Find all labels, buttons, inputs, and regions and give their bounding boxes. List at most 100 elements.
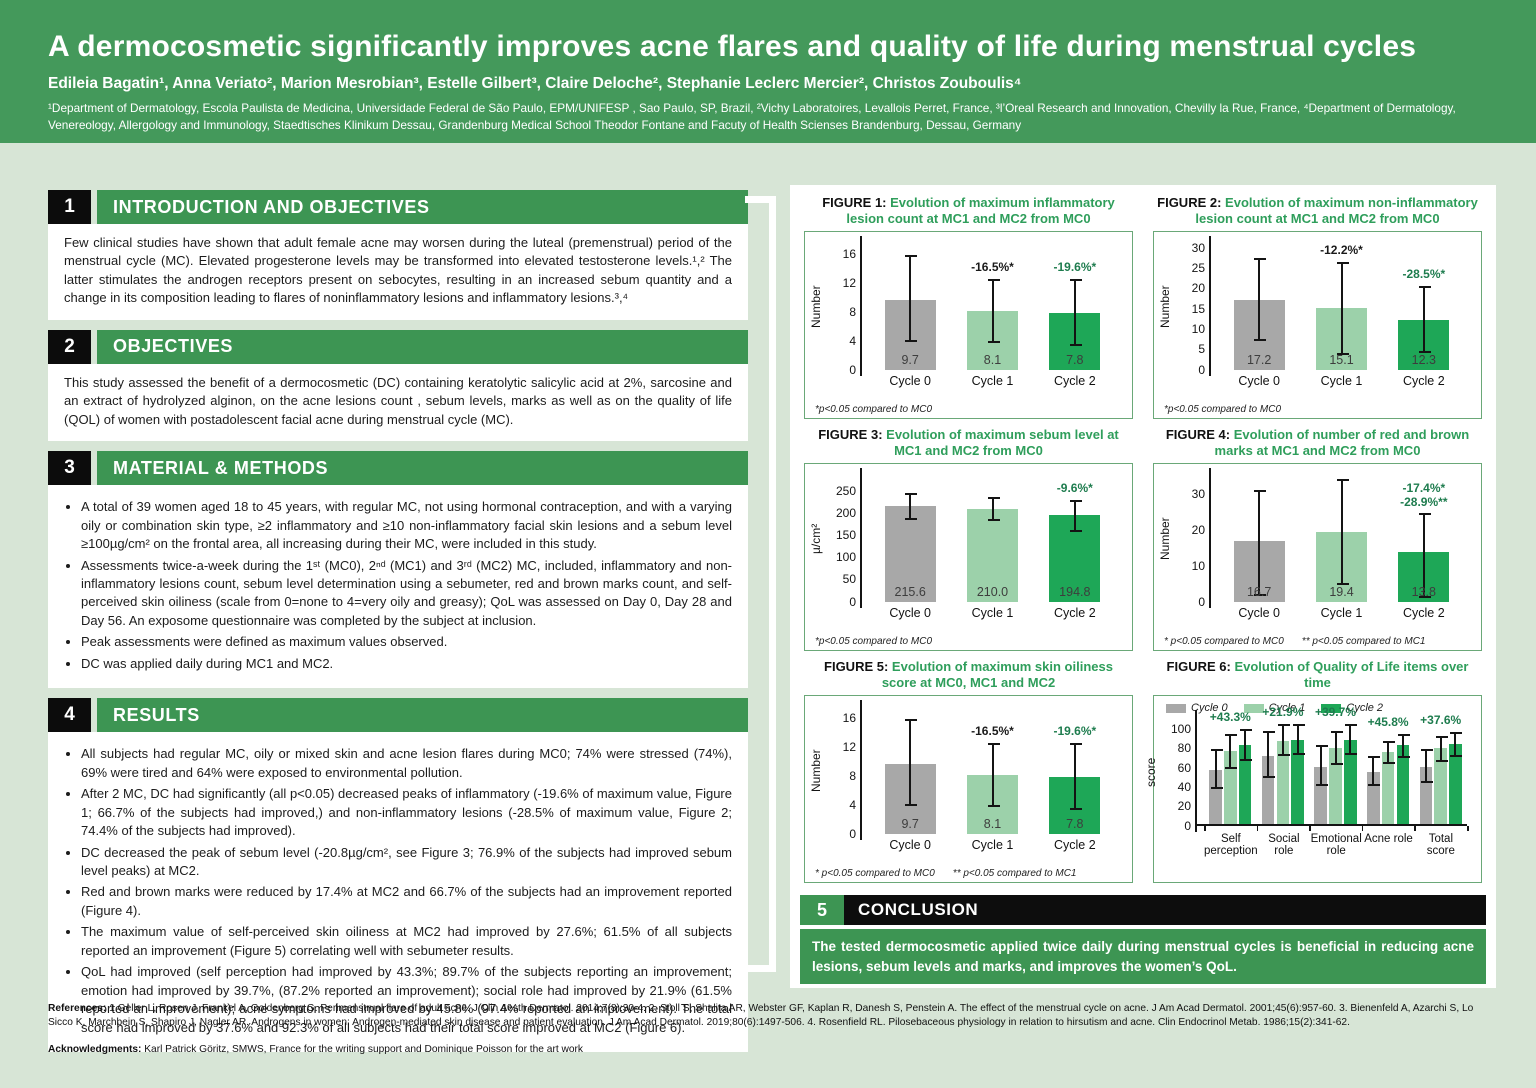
figure-label: FIGURE 1: xyxy=(822,195,887,210)
percent-annotation: +21.9% xyxy=(1262,705,1304,720)
section-objectives: 2 OBJECTIVES This study assessed the ben… xyxy=(48,329,748,442)
y-axis-line xyxy=(1209,235,1211,376)
list-item: DC was applied daily during MC1 and MC2. xyxy=(81,655,732,673)
results-list: All subjects had regular MC, oily or mix… xyxy=(64,745,732,1037)
conclusion-body: The tested dermocosmetic applied twice d… xyxy=(800,929,1486,985)
list-item: Peak assessments were defined as maximum… xyxy=(81,633,732,651)
chart-footnotes: * p<0.05 compared to MC0 ** p<0.05 compar… xyxy=(815,868,1094,879)
legend-swatch xyxy=(1321,703,1342,713)
error-bar xyxy=(1418,513,1431,598)
figure-caption: Evolution of number of red and brown mar… xyxy=(1214,427,1470,459)
y-axis-tick: 0 xyxy=(1184,818,1191,833)
data-bar xyxy=(1238,745,1252,826)
error-bar xyxy=(1383,740,1396,764)
chart-x-labels: Cycle 0 Cycle 1 Cycle 2 xyxy=(869,605,1116,621)
section-header: 1 INTRODUCTION AND OBJECTIVES xyxy=(48,190,748,224)
references: References: 1.Geller L, Rosen J, Frankel… xyxy=(48,1002,1496,1030)
error-bar xyxy=(987,742,1000,807)
section-number: 4 xyxy=(48,698,91,733)
y-axis-tick: 10 xyxy=(1191,321,1205,336)
chart-plot: 0 20 40 60 80 100 score +43.3% +21.9% +39.7% +45.8… xyxy=(1144,706,1469,833)
chart-footnote: ** p<0.05 compared to MC1 xyxy=(1301,635,1426,647)
error-bar xyxy=(905,255,918,343)
chart: 0 5 10 15 20 25 30 Number 17.2 15.1 12.3 -12.2%* -28… xyxy=(1153,230,1482,419)
y-axis-line xyxy=(860,467,862,608)
bar-value-label: 16.7 xyxy=(1246,584,1272,599)
section-title: RESULTS xyxy=(97,698,748,733)
bar-value-label: 17.2 xyxy=(1246,352,1272,367)
data-bar xyxy=(1223,751,1237,826)
authors-line: Edileia Bagatin¹, Anna Veriato², Marion … xyxy=(48,75,1022,92)
error-bar xyxy=(1368,756,1381,786)
bar-value-label: 210.0 xyxy=(976,584,1009,599)
chart-plot: 0 5 10 15 20 25 30 Number 17.2 15.1 12.3 -12.2%* -28… xyxy=(1158,235,1465,377)
figure-title: FIGURE 5: Evolution of maximum skin oili… xyxy=(808,659,1129,692)
percent-annotation: +39.7% xyxy=(1314,705,1356,720)
x-axis-category-label: Cycle 1 xyxy=(1320,373,1363,388)
x-axis-category-label: Cycle 0 xyxy=(889,837,931,852)
x-axis-category-label: Cycle 0 xyxy=(889,605,931,620)
figure-title: FIGURE 6: Evolution of Quality of Life i… xyxy=(1157,659,1478,692)
y-axis-tick: 40 xyxy=(1177,779,1191,794)
percent-annotation: -19.6%* xyxy=(1053,259,1097,274)
data-bar xyxy=(1291,739,1304,826)
error-bar xyxy=(1240,729,1253,761)
chart-x-labels: Cycle 0 Cycle 1 Cycle 2 xyxy=(1218,606,1465,621)
percent-annotation: -12.2%* xyxy=(1320,243,1363,257)
error-bar xyxy=(1254,257,1267,342)
group-tick xyxy=(1467,825,1469,831)
data-bar xyxy=(1261,756,1275,826)
percent-annotation: -19.6%* xyxy=(1053,723,1097,738)
y-axis-tick: 20 xyxy=(1191,522,1205,537)
section-title: MATERIAL & METHODS xyxy=(97,451,748,486)
section-header: 2 OBJECTIVES xyxy=(48,329,748,364)
section-body: This study assessed the benefit of a der… xyxy=(48,363,748,442)
y-axis-tick: 16 xyxy=(842,247,856,262)
error-bar xyxy=(1069,742,1082,811)
chart-footnotes: *p<0.05 compared to MC0 xyxy=(1164,404,1299,415)
acknowledgments: Acknowledgments: Karl Patrick Göritz, SM… xyxy=(48,1043,1496,1057)
list-item: DC decreased the peak of sebum level (-2… xyxy=(81,844,732,881)
legend-item: Cycle 1 xyxy=(1243,702,1305,714)
y-axis-label: Number xyxy=(1158,285,1172,328)
error-bar xyxy=(1330,731,1343,765)
section-number: 5 xyxy=(800,895,844,925)
x-axis-category-label: Cycle 1 xyxy=(971,605,1014,620)
figure-title: FIGURE 4: Evolution of number of red and… xyxy=(1157,427,1478,460)
y-axis-tick: 20 xyxy=(1177,799,1191,814)
section-body: Few clinical studies have shown that adu… xyxy=(48,224,748,320)
acknowledgments-label: Acknowledgments: xyxy=(48,1043,142,1055)
chart: 0 4 8 12 16 Number 9.7 8.1 7.8 -16.5%* -19.6%* Cyc… xyxy=(804,694,1133,883)
y-axis-tick: 100 xyxy=(1170,722,1191,737)
bar-value-label: 7.8 xyxy=(1066,352,1084,367)
section-number: 2 xyxy=(48,329,91,364)
bar-value-label: 215.6 xyxy=(894,584,926,599)
bar-value-label: 9.7 xyxy=(901,352,919,367)
figure-label: FIGURE 6: xyxy=(1166,659,1231,674)
y-axis-tick: 100 xyxy=(835,550,856,565)
percent-annotation: -16.5%* xyxy=(971,723,1014,738)
section-title: OBJECTIVES xyxy=(97,329,748,364)
list-item: After 2 MC, DC had significantly (all p<… xyxy=(81,785,732,840)
x-axis-category-label: Cycle 0 xyxy=(1238,373,1280,388)
section-methods: 3 MATERIAL & METHODS A total of 39 women… xyxy=(48,451,748,689)
chart-footnote: * p<0.05 compared to MC0 xyxy=(1164,635,1284,647)
figure-caption: Evolution of maximum skin oiliness score… xyxy=(881,659,1113,691)
chart: 0 10 20 30 Number 16.7 19.4 13.8 -17.4%* -28.9%*… xyxy=(1153,462,1482,651)
chart-footnote: *p<0.05 compared to MC0 xyxy=(1164,403,1282,415)
error-bar xyxy=(905,493,918,520)
figure-label: FIGURE 4: xyxy=(1165,427,1231,442)
error-bar xyxy=(1418,286,1431,354)
chart-footnote: *p<0.05 compared to MC0 xyxy=(815,635,933,647)
legend-item: Cycle 0 xyxy=(1166,702,1228,714)
legend-swatch xyxy=(1166,703,1186,713)
y-axis-label: Number xyxy=(809,749,823,792)
section-results: 4 RESULTS All subjects had regular MC, o… xyxy=(48,698,748,1053)
y-axis-tick: 0 xyxy=(849,826,856,841)
error-bar xyxy=(1315,745,1328,786)
x-axis-category-label: Total score xyxy=(1426,832,1455,858)
data-bar xyxy=(1329,748,1342,826)
y-axis-label: score xyxy=(1144,756,1158,787)
y-axis-line xyxy=(860,235,862,376)
acknowledgments-text: Karl Patrick Göritz, SMWS, France for th… xyxy=(141,1043,584,1055)
